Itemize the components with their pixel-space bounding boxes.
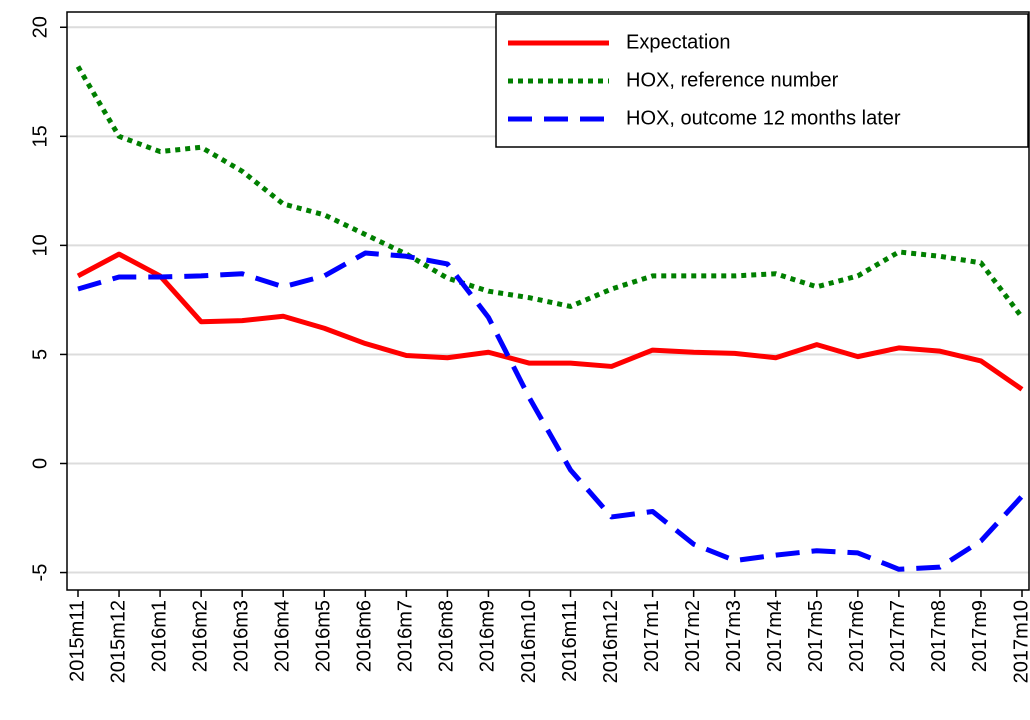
x-tick-label: 2017m5 — [805, 600, 827, 672]
y-tick-label: 10 — [29, 234, 51, 256]
y-tick-label: 0 — [29, 458, 51, 469]
x-tick-label: 2017m3 — [723, 600, 745, 672]
x-tick-label: 2015m11 — [66, 600, 88, 682]
x-tick-label: 2017m6 — [846, 600, 868, 672]
x-tick-label: 2016m5 — [313, 600, 335, 672]
x-tick-label: 2016m1 — [148, 600, 170, 672]
x-tick-label: 2015m12 — [107, 600, 129, 683]
x-tick-label: 2016m10 — [518, 600, 540, 683]
x-tick-label: 2017m10 — [1010, 600, 1030, 683]
x-tick-label: 2016m7 — [395, 600, 417, 672]
x-tick-label: 2016m2 — [189, 600, 211, 672]
series-line — [75, 65, 1024, 319]
y-tick-label: -5 — [29, 564, 51, 582]
x-tick-label: 2016m11 — [559, 600, 581, 682]
x-tick-label: 2016m6 — [354, 600, 376, 672]
x-tick-label: 2016m9 — [477, 600, 499, 672]
x-tick-label: 2016m3 — [230, 600, 252, 672]
y-tick-label: 20 — [29, 16, 51, 38]
x-tick-label: 2016m12 — [600, 600, 622, 683]
legend-label: HOX, outcome 12 months later — [626, 107, 901, 129]
y-tick-label: 5 — [29, 349, 51, 360]
series-line — [76, 251, 1024, 392]
legend-box — [495, 13, 1029, 148]
legend-label: Expectation — [626, 31, 731, 53]
x-tick-label: 2017m1 — [641, 600, 663, 672]
plot-frame — [66, 11, 1030, 591]
series-line — [77, 250, 1024, 572]
x-tick-label: 2016m4 — [271, 600, 293, 672]
x-tick-label: 2017m8 — [928, 600, 950, 672]
legend-label: HOX, reference number — [626, 69, 839, 91]
x-tick-label: 2017m4 — [764, 600, 786, 672]
x-tick-label: 2017m7 — [887, 600, 909, 672]
x-tick-label: 2017m9 — [969, 600, 991, 672]
x-tick-label: 2017m2 — [682, 600, 704, 672]
y-tick-label: 15 — [29, 125, 51, 147]
x-tick-label: 2016m8 — [436, 600, 458, 672]
